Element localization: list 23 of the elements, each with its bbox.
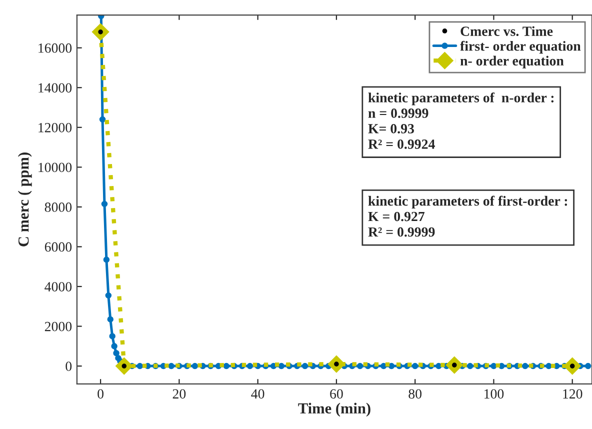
y-tick-label: 14000 [38,83,72,93]
x-tick-label: 80 [408,389,422,399]
x-tick-label: 40 [251,389,264,399]
x-tick-label: 0 [98,389,104,399]
y-tick-label: 10000 [38,162,72,172]
legend-label: Cmerc vs. Time [460,26,553,36]
x-tick-label: 60 [330,389,343,399]
legend-label: first- order equation [460,40,581,54]
y-axis-title: C merc ( ppm) [18,152,32,246]
legend-label: n- order equation [460,56,564,68]
y-tick-label: 4000 [44,282,72,292]
y-tick-label: 2000 [44,322,72,332]
x-axis-title: Time (min) [298,402,370,417]
y-tick-label: 16000 [38,43,72,53]
x-tick-label: 100 [484,389,504,399]
y-tick-label: 6000 [44,242,72,252]
x-tick-label: 120 [563,389,582,399]
annotation: kinetic parameters of first-order : K = 0.927 R² = 0.9999 [368,196,568,237]
y-tick-label: 12000 [38,122,72,132]
x-tick-label: 20 [172,389,186,399]
y-tick-label: 8000 [44,202,72,212]
annotation: kinetic parameters of n-order : n = 0.9999 K= 0.93 R² = 0.9924 [368,92,554,149]
y-tick-label: 0 [66,362,72,372]
